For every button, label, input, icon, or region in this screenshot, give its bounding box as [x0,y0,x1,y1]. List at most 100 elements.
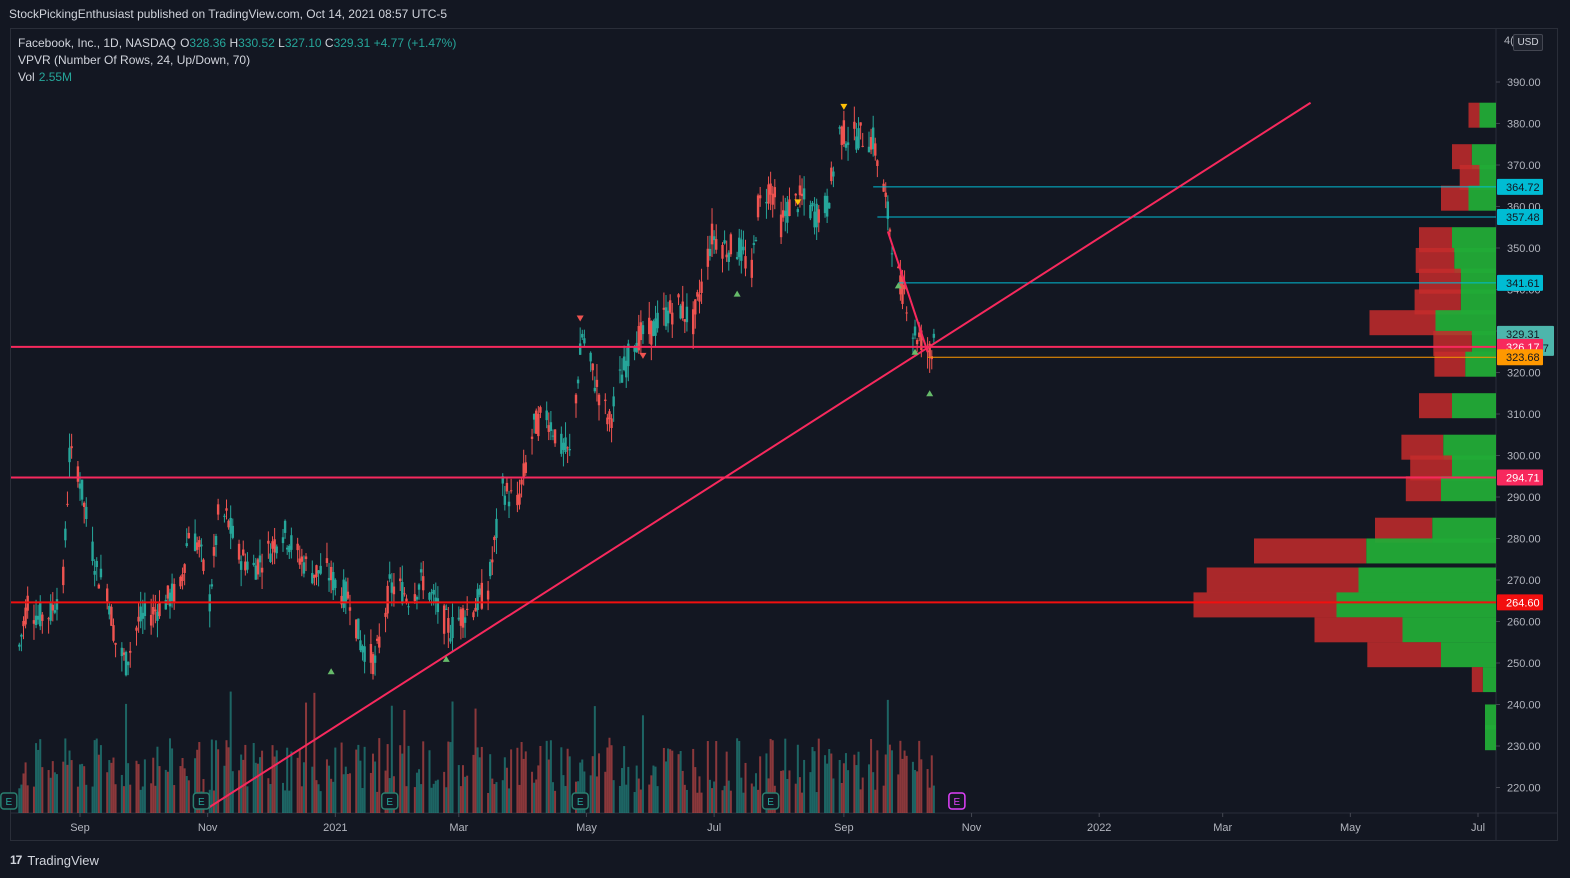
volume-bar [859,789,862,813]
volume-bar [143,759,146,813]
volume-bar [269,784,272,813]
volume-bar [212,790,215,813]
volume-bar [35,743,38,813]
candle-body [654,318,657,336]
volume-bar [390,705,393,813]
symbol-row[interactable]: Facebook, Inc., 1D, NASDAQ O328.36 H330.… [18,35,456,52]
buy-signal-icon [911,348,919,355]
price-tick-label: 370.00 [1507,160,1541,172]
volume-bar [223,765,226,813]
volume-bar [857,751,860,813]
candle-body [551,435,555,437]
candle-body [620,374,624,383]
volume-bar [246,786,249,813]
volume-bar [932,785,935,813]
candle-body [522,463,525,479]
volume-bar [62,761,65,813]
earnings-badge [761,792,780,810]
candle-body [740,239,743,261]
volume-label[interactable]: Vol [18,70,35,84]
volume-bar [340,742,343,813]
vpvr-up-bar [1465,351,1496,377]
sell-signal-icon [639,352,647,359]
candle-body [913,326,917,336]
chart-frame[interactable] [10,28,1558,841]
candle-body [809,204,812,219]
candle-body [143,603,147,617]
volume-bar [298,749,301,813]
candle-body [754,239,758,241]
candle-body [786,201,789,223]
volume-bar [55,774,58,813]
candle-body [62,566,65,586]
candle-body [874,143,877,156]
vpvr-up-bar [1336,592,1496,618]
candle-body [436,598,440,613]
vpvr-row[interactable]: VPVR (Number Of Rows, 24, Up/Down, 70) [18,52,456,69]
candle-body [637,326,640,351]
volume-bar [445,787,448,813]
candle-body [608,411,611,420]
candle-body [298,558,301,565]
candle-body [78,483,82,489]
volume-bar [122,786,125,813]
volume-bar [610,745,613,813]
candle-body [729,234,733,255]
candle-body [859,122,862,126]
candle-body [244,561,247,571]
volume-bar [476,747,479,813]
volume-bar [76,786,79,813]
candle-body [51,604,54,611]
volume-bar [112,757,115,813]
volume-bar [68,750,71,813]
candle-body [694,299,697,315]
brand-name: TradingView [27,852,99,868]
volume-bar [478,757,481,813]
candle-body [80,479,84,500]
candle-body [830,167,833,182]
vpvr-title[interactable]: VPVR (Number Of Rows, 24, Up/Down, 70) [18,53,251,67]
footer-logo[interactable]: 17 TradingView [10,850,99,870]
candle-body [727,252,730,262]
candle-body [715,239,718,250]
volume-bar [888,744,891,813]
symbol-title[interactable]: Facebook, Inc., 1D, NASDAQ [18,36,177,50]
candle-body [574,394,578,404]
volume-bar [826,763,829,813]
currency-button[interactable]: USD [1513,34,1543,51]
earnings-icon: E [571,792,589,810]
candle-body [124,651,128,676]
high-label: H [229,36,239,50]
volume-row[interactable]: Vol 2.55M [18,69,456,86]
candle-body [378,636,381,648]
volume-bar [271,745,274,813]
volume-bar [721,790,724,813]
candle-body [781,210,785,218]
volume-value: 2.55M [38,70,73,84]
candle-body [505,482,509,492]
volume-bar [524,751,527,813]
volume-bar [884,754,887,813]
volume-bar [874,789,877,813]
vpvr-down-bar [1471,667,1483,693]
candle-body [876,160,879,167]
candle-body [681,301,684,319]
price-badge-label: 357.48 [1506,212,1540,224]
time-tick-label: 2021 [323,822,347,834]
candle-body [334,579,337,589]
candle-body [509,490,513,492]
volume-bar [313,692,316,813]
volume-bar [210,739,213,813]
candle-body [683,319,687,322]
candle-body [290,535,293,550]
volume-bar [639,789,642,813]
price-tick-label: 280.00 [1507,534,1541,546]
volume-bar [579,762,582,813]
volume-bar [436,779,439,813]
candle-body [185,543,188,546]
volume-bar [551,782,554,813]
volume-bar [173,785,176,813]
candle-body [666,310,670,324]
candle-body [288,545,291,553]
